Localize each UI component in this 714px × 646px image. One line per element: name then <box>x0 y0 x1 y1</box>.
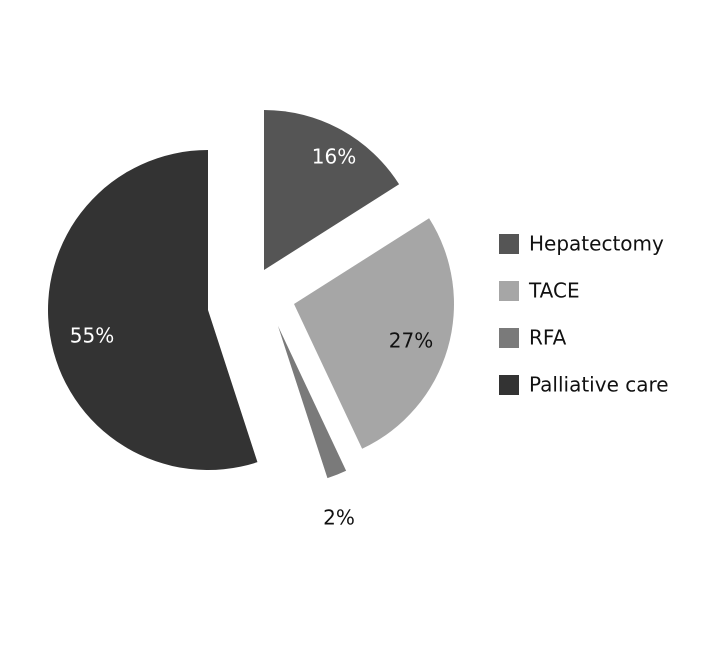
slice-value-label-hepatectomy: 16% <box>312 145 356 169</box>
legend-label-tace: TACE <box>528 279 580 303</box>
slice-value-label-palliative-care: 55% <box>70 324 114 348</box>
slice-value-label-tace: 27% <box>389 329 433 353</box>
legend-label-rfa: RFA <box>529 326 567 350</box>
pie-slice-tace <box>294 218 454 449</box>
pie-value-labels: 16% 27% 2% 55% <box>70 145 433 530</box>
pie-slices <box>48 110 454 479</box>
legend-swatch-palliative-care <box>499 375 519 395</box>
legend-label-hepatectomy: Hepatectomy <box>529 232 664 256</box>
legend: Hepatectomy TACE RFA Palliative care <box>499 232 669 397</box>
legend-swatch-hepatectomy <box>499 234 519 254</box>
legend-swatch-rfa <box>499 328 519 348</box>
slice-value-label-rfa: 2% <box>323 506 355 530</box>
legend-label-palliative-care: Palliative care <box>529 373 669 397</box>
pie-slice-hepatectomy <box>264 110 400 270</box>
pie-slice-palliative-care <box>48 150 258 470</box>
legend-swatch-tace <box>499 281 519 301</box>
pie-slice-rfa <box>278 326 347 479</box>
